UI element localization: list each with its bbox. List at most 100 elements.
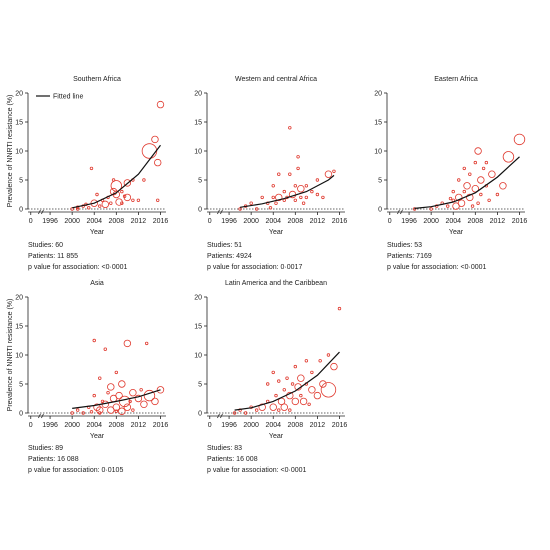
data-bubble xyxy=(290,382,295,386)
y-axis-label: Prevalence of NNRTI resistance (%) xyxy=(7,299,14,412)
panel-title: Eastern Africa xyxy=(434,76,478,83)
data-bubble xyxy=(254,408,259,412)
data-bubble xyxy=(466,193,474,202)
x-tick-label: 2016 xyxy=(332,218,348,225)
data-bubble xyxy=(151,397,159,406)
data-bubble xyxy=(268,206,273,210)
panel-title: Asia xyxy=(90,280,104,287)
y-tick-label: 20 xyxy=(374,91,382,98)
x-tick-label: 0 xyxy=(29,218,33,225)
panel-2: Eastern Africa 0 5 10 15 20 0 1996 2000 2004 2008 2… xyxy=(374,76,527,236)
legend-label: Fitted line xyxy=(53,94,83,101)
data-bubble xyxy=(315,178,320,182)
axis-break xyxy=(217,413,220,419)
y-tick-label: 5 xyxy=(198,382,202,389)
data-bubble xyxy=(324,170,333,178)
data-bubble xyxy=(477,176,485,184)
data-bubble xyxy=(90,199,98,207)
p-value: p value for association: <0·0001 xyxy=(28,264,128,271)
data-bubble xyxy=(123,403,132,411)
p-value: p value for association: <0·0001 xyxy=(387,264,487,271)
data-bubble xyxy=(285,376,289,380)
data-bubble xyxy=(288,408,292,412)
data-bubble xyxy=(87,206,91,210)
data-bubble xyxy=(304,184,309,188)
x-axis-label: Year xyxy=(90,433,105,440)
x-tick-label: 1996 xyxy=(401,218,417,225)
data-bubble xyxy=(142,178,146,182)
data-bubble xyxy=(134,394,143,403)
studies-count: Studies: 60 xyxy=(28,242,64,249)
data-bubble xyxy=(120,201,124,205)
data-bubble xyxy=(297,374,305,382)
data-bubble xyxy=(330,362,338,371)
studies-count: Studies: 83 xyxy=(207,445,243,452)
data-bubble xyxy=(92,393,96,398)
panel-4: Latin America and the Caribbean051015200… xyxy=(194,280,347,440)
data-bubble xyxy=(319,380,327,388)
data-bubble xyxy=(258,403,266,411)
data-bubble xyxy=(451,189,455,194)
data-bubble xyxy=(109,201,113,205)
data-bubble xyxy=(260,195,264,200)
data-bubble xyxy=(326,353,331,357)
y-tick-label: 10 xyxy=(194,353,202,360)
data-bubble xyxy=(115,391,123,400)
y-tick-label: 20 xyxy=(15,91,23,98)
data-bubble xyxy=(288,172,292,176)
data-bubble xyxy=(156,100,165,109)
data-bubble xyxy=(462,189,466,194)
data-bubble xyxy=(462,166,466,171)
y-tick-label: 5 xyxy=(19,382,23,389)
data-bubble xyxy=(280,403,288,411)
x-tick-label: 2008 xyxy=(288,422,304,429)
data-bubble xyxy=(107,383,115,391)
data-bubble xyxy=(118,407,126,415)
x-tick-label: 2016 xyxy=(512,218,528,225)
y-tick-label: 0 xyxy=(378,207,382,214)
x-tick-label: 0 xyxy=(29,422,33,429)
data-bubble xyxy=(75,408,80,412)
y-tick-label: 0 xyxy=(198,207,202,214)
data-bubble xyxy=(101,200,109,209)
data-bubble xyxy=(487,198,491,202)
data-bubble xyxy=(249,201,253,205)
x-tick-label: 2000 xyxy=(243,422,259,429)
data-bubble xyxy=(288,126,292,130)
y-tick-label: 20 xyxy=(194,91,202,98)
x-tick-label: 0 xyxy=(208,218,212,225)
x-tick-label: 2016 xyxy=(332,422,348,429)
axis-break xyxy=(41,209,44,215)
y-tick-label: 0 xyxy=(19,207,23,214)
x-axis-label: Year xyxy=(449,229,464,236)
data-bubble xyxy=(128,399,132,404)
patients-count: Patients: 16 008 xyxy=(207,456,258,463)
p-value: p value for association: 0·0105 xyxy=(28,467,124,474)
y-tick-label: 5 xyxy=(378,178,382,185)
data-bubble xyxy=(473,160,478,165)
data-bubble xyxy=(277,408,281,412)
data-bubble xyxy=(479,192,483,197)
data-bubble xyxy=(310,189,314,194)
data-bubble xyxy=(448,196,453,201)
data-bubble xyxy=(70,411,74,415)
data-bubble xyxy=(299,397,308,406)
data-bubble xyxy=(103,347,107,351)
panel-title: Southern Africa xyxy=(73,76,121,83)
data-bubble xyxy=(321,195,325,200)
data-bubble xyxy=(151,135,159,144)
data-bubble xyxy=(232,411,237,415)
data-bubble xyxy=(308,386,316,394)
x-tick-label: 2000 xyxy=(243,218,259,225)
fitted-line xyxy=(72,144,161,209)
x-axis-label: Year xyxy=(90,229,105,236)
data-bubble xyxy=(156,386,165,394)
panel-title: Latin America and the Caribbean xyxy=(225,280,327,287)
y-tick-label: 15 xyxy=(194,120,202,127)
panel-title: Western and central Africa xyxy=(235,76,317,83)
panel-3: Asia 0 5 10 15 20 0 1996 2000 2004 2008 2012 2016 Yea… xyxy=(7,280,168,440)
x-tick-label: 2000 xyxy=(423,218,439,225)
stats-latin-america-caribbean: Studies: 83 Patients: 16 008 p value for… xyxy=(207,443,306,476)
data-bubble xyxy=(293,198,298,202)
data-bubble xyxy=(271,184,275,188)
